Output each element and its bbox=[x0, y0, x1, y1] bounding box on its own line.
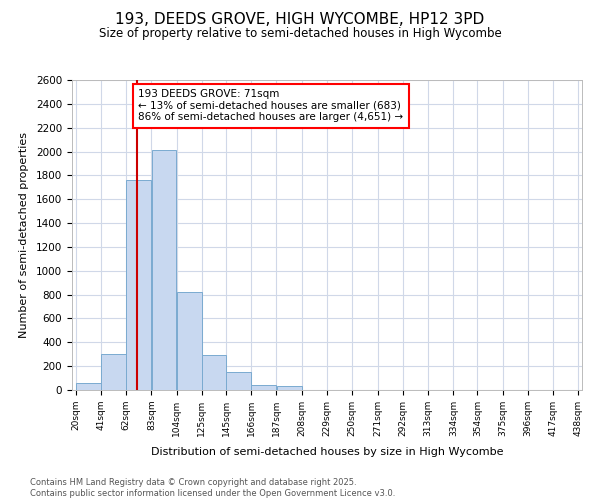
Text: 193 DEEDS GROVE: 71sqm
← 13% of semi-detached houses are smaller (683)
86% of se: 193 DEEDS GROVE: 71sqm ← 13% of semi-det… bbox=[139, 90, 403, 122]
X-axis label: Distribution of semi-detached houses by size in High Wycombe: Distribution of semi-detached houses by … bbox=[151, 447, 503, 457]
Bar bbox=[202, 356, 226, 390]
Y-axis label: Number of semi-detached properties: Number of semi-detached properties bbox=[19, 132, 29, 338]
Text: Contains HM Land Registry data © Crown copyright and database right 2025.
Contai: Contains HM Land Registry data © Crown c… bbox=[30, 478, 395, 498]
Bar bbox=[76, 384, 101, 390]
Bar bbox=[127, 180, 151, 390]
Bar bbox=[251, 384, 277, 390]
Bar bbox=[101, 354, 126, 390]
Bar bbox=[152, 150, 176, 390]
Bar bbox=[277, 386, 302, 390]
Text: Size of property relative to semi-detached houses in High Wycombe: Size of property relative to semi-detach… bbox=[98, 28, 502, 40]
Text: 193, DEEDS GROVE, HIGH WYCOMBE, HP12 3PD: 193, DEEDS GROVE, HIGH WYCOMBE, HP12 3PD bbox=[115, 12, 485, 28]
Bar bbox=[177, 292, 202, 390]
Bar bbox=[226, 372, 251, 390]
